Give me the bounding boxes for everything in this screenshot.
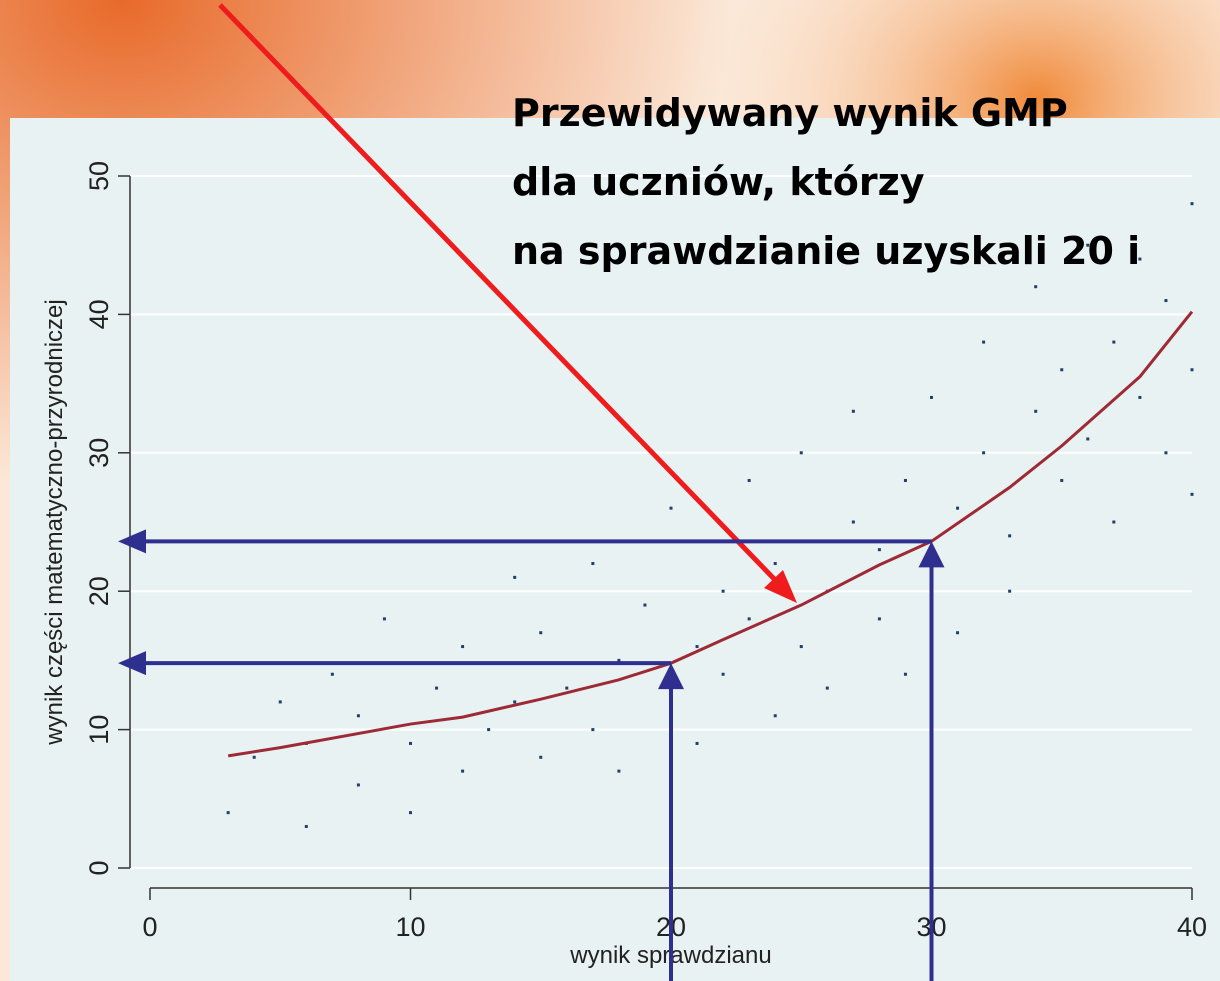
guide-arrowhead — [918, 541, 945, 568]
point — [356, 714, 360, 718]
point — [903, 672, 907, 676]
point — [226, 811, 230, 815]
point — [851, 409, 855, 413]
y-axis-label: wynik części matematyczno-przyrodniczej — [41, 299, 68, 745]
point — [825, 686, 829, 690]
point — [617, 658, 621, 662]
point — [1086, 437, 1090, 441]
point — [877, 617, 881, 621]
x-tick-label: 10 — [395, 912, 425, 942]
point — [409, 741, 412, 745]
point — [851, 520, 855, 524]
point — [278, 700, 282, 704]
point — [1138, 257, 1142, 261]
point — [461, 645, 465, 649]
point — [956, 506, 960, 510]
y-tick-label: 40 — [84, 299, 114, 329]
point — [1112, 340, 1116, 344]
point — [539, 755, 543, 759]
x-tick-label: 0 — [142, 912, 157, 942]
point — [539, 631, 543, 635]
point — [1034, 285, 1038, 289]
point — [591, 562, 595, 566]
fitted-curve — [227, 310, 1194, 758]
point — [513, 575, 517, 579]
point — [252, 755, 256, 759]
point — [643, 603, 647, 607]
red-arrowhead — [764, 570, 797, 603]
point — [1008, 589, 1012, 593]
annotation: dla uczniów, którzy — [512, 160, 925, 204]
point — [982, 340, 986, 344]
point — [1190, 202, 1194, 206]
point — [695, 741, 699, 745]
annotation: na sprawdzianie uzyskali 20 i — [512, 229, 1140, 273]
y-tick-label: 30 — [84, 438, 114, 468]
point — [1164, 451, 1168, 455]
point — [461, 769, 465, 773]
point — [1034, 409, 1038, 413]
y-tick-label: 50 — [84, 161, 114, 191]
plot: 01020304050010203040 — [84, 161, 1207, 942]
point — [1112, 520, 1116, 524]
plot-panel — [10, 118, 1220, 981]
y-tick-label: 10 — [84, 715, 114, 745]
point — [982, 451, 986, 455]
point — [1060, 368, 1064, 372]
point — [669, 506, 673, 510]
point — [903, 478, 907, 482]
point — [956, 631, 960, 635]
point — [721, 672, 725, 676]
point — [1190, 368, 1194, 372]
red-arrow — [218, 3, 782, 587]
point — [409, 811, 412, 815]
point — [565, 686, 569, 690]
y-tick-label: 20 — [84, 576, 114, 606]
point — [1086, 243, 1090, 247]
point — [617, 769, 621, 773]
point — [930, 395, 933, 399]
point — [747, 617, 751, 621]
point — [304, 824, 308, 828]
point — [1190, 492, 1194, 496]
point — [330, 672, 334, 676]
guide-arrowhead — [118, 651, 146, 676]
y-tick-label: 0 — [84, 860, 114, 875]
x-tick-label: 40 — [1177, 912, 1207, 942]
point — [1008, 534, 1012, 538]
point — [695, 645, 699, 649]
point — [773, 562, 777, 566]
point — [877, 548, 881, 552]
point — [799, 645, 803, 649]
point — [487, 728, 491, 732]
guide-arrowhead — [118, 529, 146, 554]
point — [1060, 478, 1064, 482]
point — [382, 617, 386, 621]
point — [1164, 299, 1168, 303]
point — [721, 589, 725, 593]
point — [356, 783, 360, 787]
point — [591, 728, 595, 732]
annotations — [118, 3, 945, 981]
point — [435, 686, 439, 690]
point — [773, 714, 777, 718]
annotation: Przewidywany wynik GMP — [512, 91, 1068, 135]
point — [747, 478, 751, 482]
point — [513, 700, 517, 704]
point — [799, 451, 803, 455]
guide-arrowhead — [658, 663, 684, 690]
point — [1138, 395, 1142, 399]
